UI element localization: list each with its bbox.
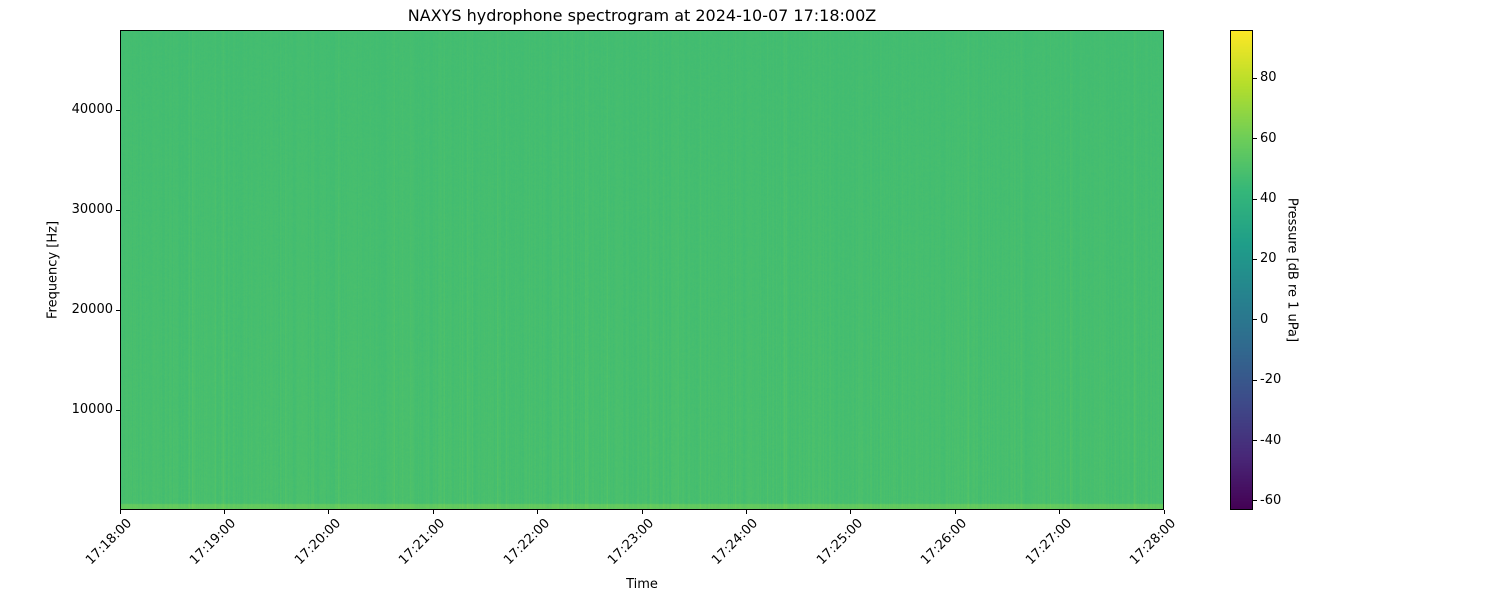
- x-tick: [850, 510, 852, 514]
- y-tick: [116, 209, 120, 211]
- x-tick: [328, 510, 330, 514]
- colorbar-tick: [1253, 258, 1257, 260]
- colorbar-tick-label: 80: [1260, 70, 1277, 86]
- x-tick-label: 17:26:00: [918, 516, 971, 568]
- colorbar-tick-label: -40: [1260, 432, 1282, 448]
- x-tick: [954, 510, 956, 514]
- colorbar-tick: [1253, 319, 1257, 321]
- colorbar-tick: [1253, 138, 1257, 140]
- colorbar-label: Pressure [dB re 1 uPa]: [1284, 197, 1300, 343]
- x-axis-label: Time: [626, 577, 658, 592]
- x-tick-label: 17:22:00: [500, 516, 553, 568]
- x-tick: [432, 510, 434, 514]
- colorbar-tick: [1253, 500, 1257, 502]
- x-tick: [119, 510, 121, 514]
- colorbar-tick: [1253, 440, 1257, 442]
- x-tick-label: 17:24:00: [709, 516, 762, 568]
- y-tick: [116, 109, 120, 111]
- x-tick: [537, 510, 539, 514]
- colorbar-tick: [1253, 77, 1257, 79]
- y-tick-label: 40000: [71, 102, 113, 117]
- y-tick-label: 30000: [71, 202, 113, 217]
- colorbar-tick-label: 60: [1260, 130, 1277, 146]
- chart-title: NAXYS hydrophone spectrogram at 2024-10-…: [407, 6, 877, 25]
- spectrogram-heatmap: [121, 31, 1163, 509]
- x-tick: [641, 510, 643, 514]
- colorbar-tick-label: 20: [1260, 251, 1277, 267]
- colorbar: [1230, 30, 1253, 510]
- x-tick: [745, 510, 747, 514]
- x-tick: [1163, 510, 1165, 514]
- x-tick-label: 17:28:00: [1127, 516, 1179, 568]
- x-tick: [1059, 510, 1061, 514]
- colorbar-tick-label: -60: [1260, 492, 1282, 508]
- plot-area: [120, 30, 1164, 510]
- y-tick-label: 20000: [71, 302, 113, 317]
- colorbar-tick: [1253, 379, 1257, 381]
- x-tick-label: 17:23:00: [605, 516, 657, 568]
- colorbar-tick-label: 0: [1260, 311, 1269, 327]
- x-tick-label: 17:27:00: [1022, 516, 1075, 568]
- colorbar-tick-label: -20: [1260, 372, 1282, 388]
- colorbar-tick-label: 40: [1260, 191, 1277, 207]
- x-tick: [223, 510, 225, 514]
- x-tick-label: 17:19:00: [187, 516, 240, 568]
- colorbar-tick: [1253, 198, 1257, 200]
- y-tick: [116, 409, 120, 411]
- x-tick-label: 17:20:00: [291, 516, 344, 568]
- x-tick-label: 17:21:00: [396, 516, 449, 568]
- x-tick-label: 17:18:00: [83, 516, 135, 568]
- y-tick: [116, 309, 120, 311]
- y-tick-label: 10000: [71, 402, 113, 417]
- x-tick-label: 17:25:00: [813, 516, 866, 568]
